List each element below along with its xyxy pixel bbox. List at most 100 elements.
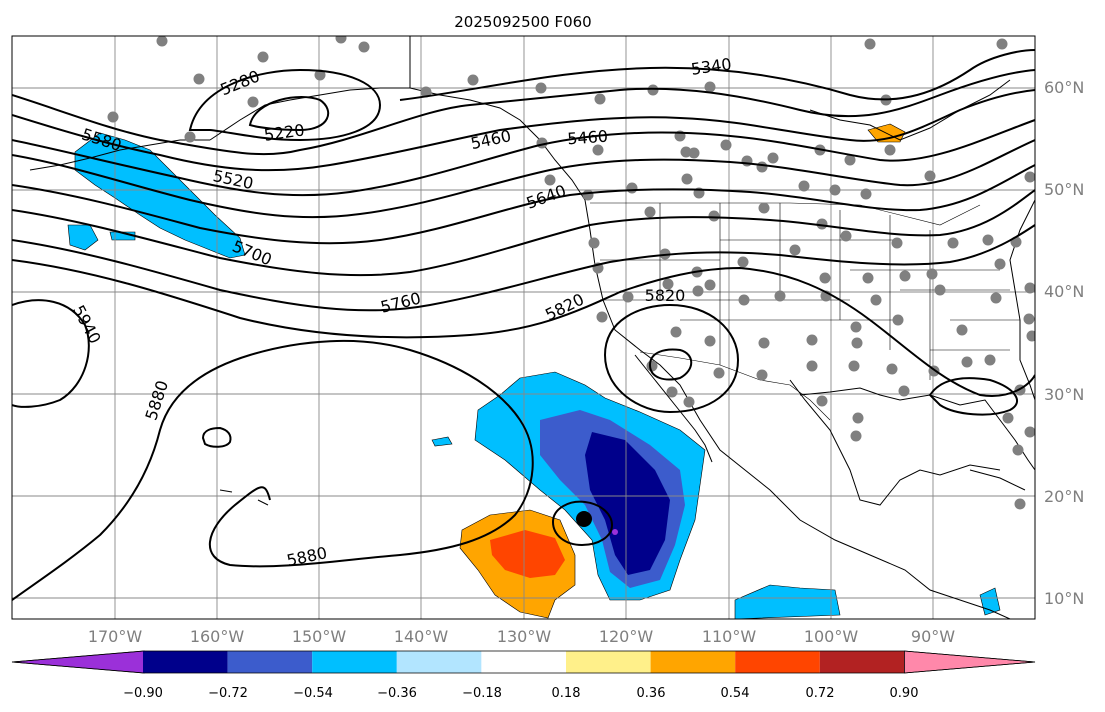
lat-tick-labels: 60°N 50°N 40°N 30°N 20°N 10°N <box>1044 78 1084 608</box>
station-dot <box>806 334 818 346</box>
contour-5400 <box>12 69 1035 156</box>
station-dot <box>670 326 682 338</box>
station-dot <box>756 161 768 173</box>
station-dot <box>798 180 810 192</box>
station-dot <box>961 356 973 368</box>
lon-tick-label: 160°W <box>190 627 245 646</box>
figure-title: 2025092500 F060 <box>454 13 591 31</box>
contour-hurricane <box>551 500 614 547</box>
station-dot <box>644 206 656 218</box>
coast-gulf-of-mexico <box>789 379 1001 506</box>
station-dot <box>680 146 692 158</box>
coast-hawaii <box>219 489 269 506</box>
station-dot <box>704 81 716 93</box>
contour-label-5460-east: 5460 <box>567 127 609 149</box>
station-dot <box>666 386 678 398</box>
hurricane-center <box>576 511 592 527</box>
coast-baja <box>634 354 713 463</box>
station-dot <box>898 385 910 397</box>
station-dot <box>816 218 828 230</box>
colorbar <box>11 650 1036 674</box>
contour-5580 <box>12 139 1035 219</box>
station-dot <box>1023 313 1035 325</box>
contour-5700 <box>12 189 1035 277</box>
colorbar-segment <box>566 651 651 673</box>
station-dot <box>884 144 896 156</box>
station-dot <box>956 324 968 336</box>
station-dot <box>692 285 704 297</box>
contour-5880 <box>12 339 534 601</box>
station-dot <box>314 69 326 81</box>
station-dot <box>850 321 862 333</box>
lon-tick-label: 140°W <box>394 627 449 646</box>
station-dot <box>257 51 269 63</box>
colorbar-arrow-left <box>11 650 145 674</box>
station-dot <box>737 256 749 268</box>
station-dot <box>184 131 196 143</box>
shaded-anomaly-fields <box>67 123 1001 619</box>
station-dot <box>758 337 770 349</box>
map-panel: 5280 5220 5340 5580 5520 5460 5460 5640 … <box>12 36 1035 619</box>
station-dot <box>594 93 606 105</box>
station-dot <box>886 363 898 375</box>
station-dot <box>713 367 725 379</box>
station-dot <box>592 144 604 156</box>
station-dot <box>1014 498 1026 510</box>
station-dot <box>860 188 872 200</box>
colorbar-segment <box>143 651 228 673</box>
station-dot <box>1024 282 1035 294</box>
station-dot <box>1024 171 1035 183</box>
station-dot <box>934 284 946 296</box>
station-dot <box>544 174 556 186</box>
lat-tick-label: 10°N <box>1044 589 1084 608</box>
colorbar-segment <box>396 651 482 673</box>
station-dot <box>899 270 911 282</box>
country-borders <box>409 36 1020 421</box>
contour-5460 <box>12 89 1035 172</box>
coast-north-america-west <box>409 36 1011 619</box>
contour-5940 <box>12 299 90 408</box>
contour-east-ring <box>928 377 1018 416</box>
station-dot <box>926 268 938 280</box>
station-dot <box>1002 412 1014 424</box>
station-dot <box>335 36 347 44</box>
station-dot <box>789 244 801 256</box>
station-dot <box>840 230 852 242</box>
colorbar-tick-label: 0.54 <box>721 686 750 701</box>
colorbar-tick-label: −0.18 <box>462 686 502 701</box>
colorbar-tick-label: −0.54 <box>293 686 333 701</box>
station-dot <box>891 237 903 249</box>
state-lines <box>600 203 1020 380</box>
lon-tick-label: 120°W <box>599 627 654 646</box>
lat-tick-label: 30°N <box>1044 385 1084 404</box>
station-dot <box>582 189 594 201</box>
station-dot <box>626 182 638 194</box>
station-dot <box>767 152 779 164</box>
station-dot <box>862 272 874 284</box>
lon-tick-label: 110°W <box>702 627 757 646</box>
station-dot <box>844 154 856 166</box>
contour-5280 <box>188 68 382 142</box>
station-dot <box>990 292 1002 304</box>
colorbar-tick-label: 0.36 <box>637 686 666 701</box>
colorbar-tick-label: 0.72 <box>806 686 835 701</box>
station-dot <box>738 294 750 306</box>
contour-5220 <box>248 96 330 132</box>
anomaly-area-east-pacific-core <box>490 530 565 578</box>
station-dot <box>588 237 600 249</box>
colorbar-segment <box>650 651 736 673</box>
contour-label-5820-east: 5820 <box>645 286 686 305</box>
colorbar-tick-label: 0.18 <box>552 686 581 701</box>
station-dot <box>420 86 432 98</box>
colorbar-tick-labels: −0.90 −0.72 −0.54 −0.36 −0.18 0.18 0.36 … <box>123 686 918 701</box>
colorbar-segment <box>227 651 313 673</box>
station-dot <box>708 210 720 222</box>
station-dot <box>467 74 479 86</box>
station-dot <box>681 173 693 185</box>
station-dot <box>851 337 863 349</box>
station-dot <box>870 294 882 306</box>
station-dot <box>247 96 259 108</box>
station-dot <box>107 111 119 123</box>
lon-tick-label: 90°W <box>911 627 955 646</box>
